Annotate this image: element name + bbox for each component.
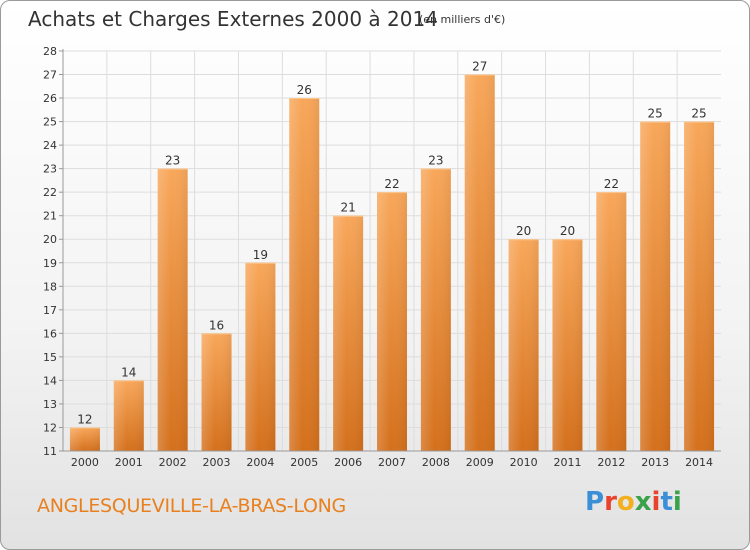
y-tick-label: 14 bbox=[43, 374, 57, 387]
y-tick-label: 21 bbox=[43, 210, 57, 223]
x-tick-label: 2000 bbox=[71, 456, 99, 469]
x-tick-label: 2011 bbox=[553, 456, 581, 469]
y-tick-label: 20 bbox=[43, 233, 57, 246]
y-tick-label: 27 bbox=[43, 69, 57, 82]
bar-shade bbox=[245, 262, 276, 451]
data-label: 20 bbox=[516, 224, 531, 238]
bar-shade bbox=[684, 121, 715, 452]
data-label: 16 bbox=[209, 318, 224, 332]
x-tick-label: 2004 bbox=[246, 456, 274, 469]
data-label: 22 bbox=[604, 177, 619, 191]
bar-shade bbox=[640, 121, 671, 452]
bar-shade bbox=[201, 333, 232, 451]
data-labels: 12 14 23 16 19 26 21 22 23 27 20 20 22 25 25 bbox=[77, 60, 706, 427]
x-tick-label: 2013 bbox=[641, 456, 669, 469]
data-label: 22 bbox=[384, 177, 399, 191]
commune-name: ANGLESQUEVILLE-LA-BRAS-LONG bbox=[37, 495, 346, 517]
bar-shade bbox=[464, 74, 495, 451]
logo-letter: P bbox=[585, 487, 605, 517]
y-tick-label: 11 bbox=[43, 445, 57, 458]
logo-letter: t bbox=[660, 487, 673, 517]
bar-shade bbox=[420, 168, 451, 451]
x-tick-label: 2009 bbox=[466, 456, 494, 469]
bar-shade bbox=[333, 215, 364, 451]
data-label: 27 bbox=[472, 60, 487, 74]
x-tick-label: 2010 bbox=[510, 456, 538, 469]
bar-shade bbox=[508, 239, 539, 451]
data-label: 14 bbox=[121, 365, 136, 379]
bars bbox=[69, 74, 715, 452]
logo-letter: x bbox=[634, 487, 652, 517]
axes: 11 12 13 14 15 16 17 18 19 20 21 22 23 24 25 26 27 28 2000… bbox=[43, 45, 721, 469]
y-tick-label: 16 bbox=[43, 327, 57, 340]
chart-title: Achats et Charges Externes 2000 à 2014 bbox=[28, 7, 438, 31]
y-tick-label: 18 bbox=[43, 280, 57, 293]
y-tick-label: 24 bbox=[43, 139, 57, 152]
x-tick-label: 2003 bbox=[203, 456, 231, 469]
y-tick-label: 17 bbox=[43, 304, 57, 317]
x-tick-label: 2008 bbox=[422, 456, 450, 469]
x-tick-label: 2014 bbox=[685, 456, 713, 469]
y-tick-label: 22 bbox=[43, 186, 57, 199]
data-label: 23 bbox=[165, 154, 180, 168]
bar-shade bbox=[596, 192, 627, 452]
bar-shade bbox=[113, 380, 144, 451]
chart-unit: (en milliers d'€) bbox=[419, 13, 506, 26]
y-tick-label: 19 bbox=[43, 257, 57, 270]
bar-shade bbox=[552, 239, 583, 451]
y-tick-label: 28 bbox=[43, 45, 57, 58]
proxiti-logo[interactable]: Proxiti bbox=[585, 487, 682, 517]
data-label: 21 bbox=[340, 201, 355, 215]
x-tick-label: 2012 bbox=[597, 456, 625, 469]
logo-letter: r bbox=[604, 487, 617, 517]
y-tick-label: 25 bbox=[43, 116, 57, 129]
y-tick-label: 13 bbox=[43, 398, 57, 411]
x-tick-label: 2006 bbox=[334, 456, 362, 469]
y-tick-label: 23 bbox=[43, 163, 57, 176]
y-tick-label: 15 bbox=[43, 351, 57, 364]
bar-shade bbox=[377, 192, 407, 452]
x-tick-label: 2001 bbox=[115, 456, 143, 469]
data-label: 20 bbox=[560, 224, 575, 238]
logo-letter: i bbox=[672, 487, 682, 517]
data-label: 19 bbox=[253, 248, 268, 262]
bar-shade bbox=[157, 168, 188, 451]
logo-letter: i bbox=[651, 487, 661, 517]
data-label: 23 bbox=[428, 154, 443, 168]
bar-shade bbox=[289, 98, 320, 451]
data-label: 25 bbox=[691, 107, 706, 121]
x-tick-label: 2002 bbox=[159, 456, 187, 469]
data-label: 26 bbox=[297, 83, 312, 97]
y-tick-label: 12 bbox=[43, 421, 57, 434]
data-label: 12 bbox=[77, 412, 92, 426]
x-tick-label: 2007 bbox=[378, 456, 406, 469]
x-tick-label: 2005 bbox=[290, 456, 318, 469]
data-label: 25 bbox=[648, 107, 663, 121]
bar-shade bbox=[69, 427, 100, 451]
y-tick-label: 26 bbox=[43, 92, 57, 105]
logo-letter: o bbox=[616, 487, 635, 517]
